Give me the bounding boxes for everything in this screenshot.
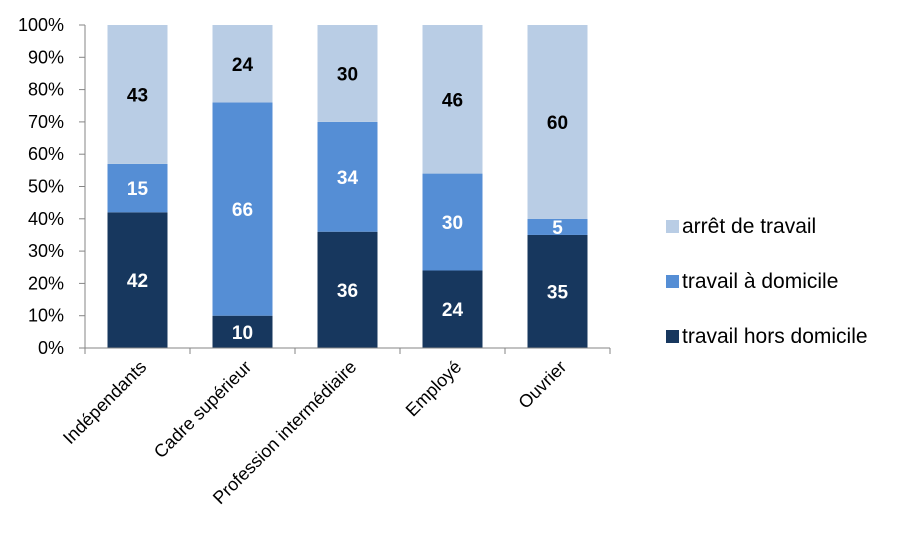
y-tick-label: 80% xyxy=(28,80,64,100)
y-tick-label: 40% xyxy=(28,209,64,229)
x-tick-label: Employé xyxy=(402,357,466,421)
legend-swatch xyxy=(666,275,679,288)
bar-segment xyxy=(107,212,168,348)
bar-segment xyxy=(527,218,588,235)
legend-label: travail à domicile xyxy=(682,270,838,293)
bar-segment xyxy=(107,25,168,164)
bar-segment xyxy=(107,163,168,213)
y-tick-label: 70% xyxy=(28,112,64,132)
y-tick-label: 50% xyxy=(28,177,64,197)
legend-label: arrêt de travail xyxy=(682,215,816,238)
data-label: 43 xyxy=(127,85,148,106)
bar-segment xyxy=(317,25,378,122)
data-label: 34 xyxy=(337,168,359,189)
data-label: 24 xyxy=(442,300,464,321)
bar-segment xyxy=(422,173,483,271)
bar-segment xyxy=(212,315,273,348)
legend-swatch xyxy=(666,330,679,343)
legend-swatch xyxy=(666,220,679,233)
bar-segment xyxy=(527,234,588,348)
data-label: 60 xyxy=(547,113,568,134)
data-label: 36 xyxy=(337,281,358,302)
bar-segment xyxy=(317,231,378,348)
y-tick-label: 60% xyxy=(28,144,64,164)
bar-segment xyxy=(212,25,273,103)
data-label: 42 xyxy=(127,271,148,292)
bar-segment xyxy=(317,121,378,232)
data-label: 46 xyxy=(442,90,463,111)
y-tick-label: 30% xyxy=(28,241,64,261)
data-label: 35 xyxy=(547,282,569,303)
y-tick-label: 20% xyxy=(28,273,64,293)
y-tick-label: 0% xyxy=(38,338,64,358)
bar-segment xyxy=(527,25,588,219)
data-label: 15 xyxy=(127,179,149,200)
data-label: 5 xyxy=(552,218,563,239)
data-label: 10 xyxy=(232,323,253,344)
bar-segment xyxy=(422,25,483,174)
data-label: 30 xyxy=(337,64,358,85)
x-tick-label: Cadre supérieur xyxy=(150,357,255,462)
x-tick-label: Ouvrier xyxy=(514,357,570,413)
y-tick-label: 90% xyxy=(28,47,64,67)
x-tick-label: Indépendants xyxy=(59,357,150,448)
data-label: 24 xyxy=(232,55,254,76)
data-label: 30 xyxy=(442,213,463,234)
bar-segment xyxy=(422,270,483,348)
y-tick-label: 10% xyxy=(28,306,64,326)
data-label: 66 xyxy=(232,200,253,221)
bar-segment xyxy=(212,102,273,316)
legend-label: travail hors domicile xyxy=(682,325,868,348)
y-tick-label: 100% xyxy=(18,15,64,35)
